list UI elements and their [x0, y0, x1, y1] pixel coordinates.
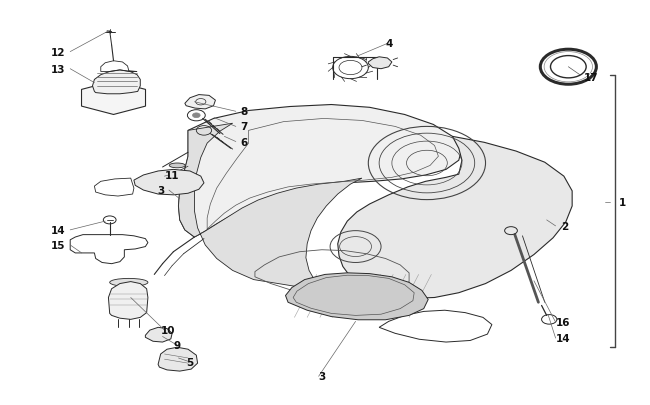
Text: 7: 7 [240, 122, 248, 132]
Text: 14: 14 [556, 333, 570, 343]
Text: 2: 2 [561, 221, 568, 231]
Text: 9: 9 [174, 340, 181, 350]
Polygon shape [179, 124, 362, 292]
Text: 15: 15 [51, 241, 65, 250]
Polygon shape [338, 137, 572, 298]
Text: 6: 6 [240, 137, 248, 147]
Polygon shape [92, 71, 140, 94]
Text: 13: 13 [51, 64, 65, 75]
Polygon shape [134, 170, 204, 195]
Text: 17: 17 [584, 72, 598, 83]
Text: 14: 14 [51, 225, 65, 235]
Polygon shape [81, 82, 146, 115]
Polygon shape [109, 282, 148, 320]
Text: 10: 10 [161, 325, 175, 335]
Text: 16: 16 [556, 318, 570, 327]
Text: 3: 3 [157, 185, 164, 196]
Polygon shape [179, 105, 462, 237]
Polygon shape [185, 95, 215, 110]
Text: 5: 5 [186, 357, 194, 367]
Ellipse shape [169, 164, 185, 168]
Circle shape [192, 113, 200, 118]
Text: 1: 1 [619, 198, 627, 207]
Ellipse shape [153, 172, 172, 179]
Polygon shape [369, 58, 392, 70]
Text: 12: 12 [51, 47, 65, 58]
Ellipse shape [110, 279, 148, 287]
Text: 8: 8 [240, 107, 248, 117]
Text: 11: 11 [164, 171, 179, 181]
Polygon shape [285, 273, 428, 320]
Text: 3: 3 [318, 371, 326, 382]
Text: 4: 4 [385, 39, 393, 49]
Polygon shape [146, 328, 172, 342]
Polygon shape [158, 347, 198, 371]
